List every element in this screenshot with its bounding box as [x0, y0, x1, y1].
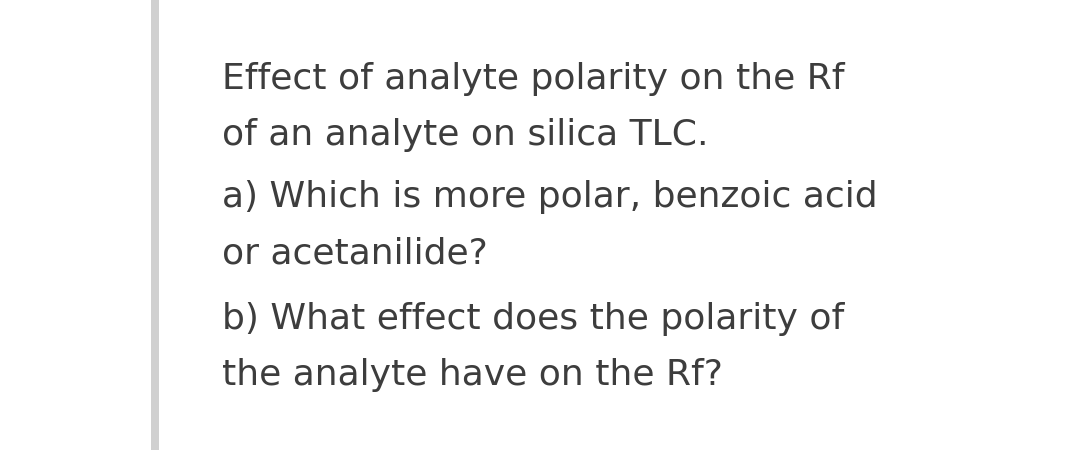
Text: or acetanilide?: or acetanilide?: [222, 236, 488, 270]
Text: of an analyte on silica TLC.: of an analyte on silica TLC.: [222, 118, 708, 152]
Text: a) Which is more polar, benzoic acid: a) Which is more polar, benzoic acid: [222, 180, 878, 214]
Bar: [151, 0, 159, 450]
Text: the analyte have on the Rf?: the analyte have on the Rf?: [222, 358, 723, 392]
Text: b) What effect does the polarity of: b) What effect does the polarity of: [222, 302, 845, 336]
Text: Effect of analyte polarity on the Rf: Effect of analyte polarity on the Rf: [222, 62, 845, 96]
